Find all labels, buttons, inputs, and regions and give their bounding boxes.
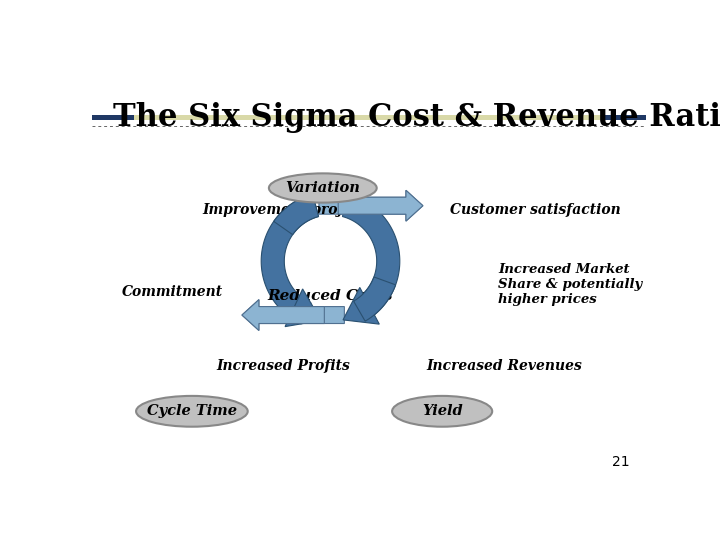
- Polygon shape: [319, 190, 423, 221]
- Polygon shape: [343, 287, 379, 324]
- Text: Increased Profits: Increased Profits: [216, 359, 350, 373]
- Text: Customer satisfaction: Customer satisfaction: [450, 203, 621, 217]
- Polygon shape: [285, 289, 321, 327]
- Ellipse shape: [269, 173, 377, 202]
- Bar: [92, 115, 134, 120]
- Text: Yield: Yield: [422, 404, 462, 418]
- Text: Increased Revenues: Increased Revenues: [427, 359, 582, 373]
- Text: Cycle Time: Cycle Time: [147, 404, 237, 418]
- Bar: [604, 115, 647, 120]
- Ellipse shape: [136, 396, 248, 427]
- Text: The Six Sigma Cost & Revenue Rationale: The Six Sigma Cost & Revenue Rationale: [113, 102, 720, 133]
- Text: Commitment: Commitment: [122, 285, 222, 299]
- Text: Improvement projects: Improvement projects: [202, 203, 374, 217]
- Polygon shape: [242, 300, 324, 330]
- Bar: [134, 115, 604, 120]
- Polygon shape: [242, 300, 344, 330]
- Text: Variation: Variation: [285, 181, 360, 195]
- Text: Increased Market
Share & potentially
higher prices: Increased Market Share & potentially hig…: [498, 263, 643, 306]
- Ellipse shape: [392, 396, 492, 427]
- Polygon shape: [338, 190, 423, 221]
- Text: 21: 21: [611, 455, 629, 469]
- Polygon shape: [261, 194, 318, 324]
- Polygon shape: [354, 277, 395, 321]
- Polygon shape: [274, 194, 318, 235]
- Text: Reduced Costs: Reduced Costs: [268, 289, 393, 303]
- Polygon shape: [343, 194, 400, 321]
